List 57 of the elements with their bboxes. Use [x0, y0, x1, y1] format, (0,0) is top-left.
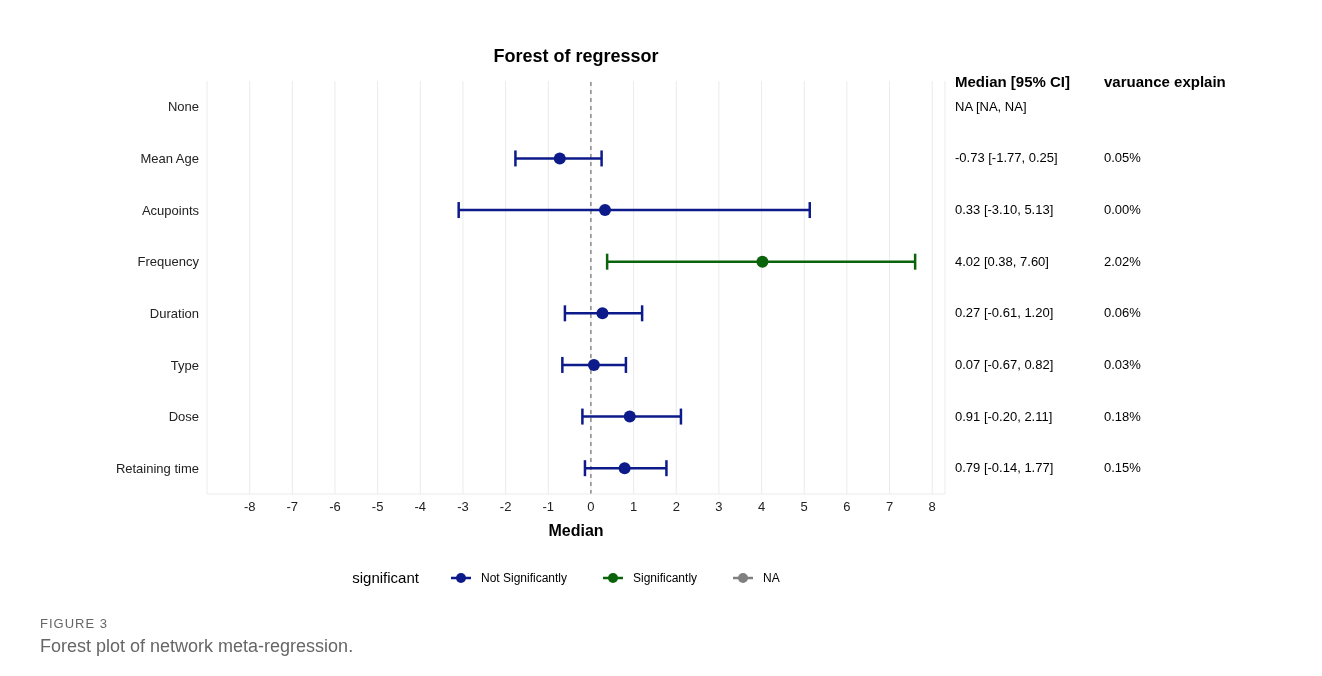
y-tick-label: Dose — [168, 409, 199, 425]
x-tick-label: 2 — [672, 499, 680, 515]
x-tick-label: -4 — [414, 499, 427, 515]
text: -0.73 [-1.77, 0.25] — [955, 150, 1058, 166]
text: Median [95% CI] — [955, 73, 1071, 90]
legend-label: NA — [762, 570, 780, 585]
text: 4.02 [0.38, 7.60] — [955, 253, 1049, 269]
point — [553, 152, 566, 165]
x-tick-label: -2 — [499, 499, 512, 515]
y-tick-label: Type — [170, 357, 199, 373]
x-tick-label: -8 — [243, 499, 256, 515]
chart-title: Forest of regressor — [492, 46, 660, 67]
x-tick-label: -1 — [542, 499, 555, 515]
text: 2.02% — [1104, 253, 1141, 269]
y-tick-label: None — [167, 99, 199, 115]
text: NA [NA, NA] — [955, 98, 1027, 114]
legend-label: Significantly — [632, 570, 698, 585]
y-tick-label: Mean Age — [140, 151, 199, 167]
text: 0.06% — [1104, 305, 1141, 321]
text: 0.15% — [1104, 460, 1141, 476]
text: Forest plot of network meta-regression. — [40, 636, 354, 657]
y-tick-label: Acupoints — [141, 202, 200, 218]
text: 0.03% — [1104, 356, 1141, 372]
x-tick-label: 6 — [843, 499, 851, 515]
point — [596, 307, 609, 320]
x-tick-label: 0 — [587, 499, 595, 515]
text: 0.18% — [1104, 408, 1141, 424]
caption: FIGURE 3 — [40, 616, 108, 631]
text: 0.00% — [1104, 202, 1141, 218]
x-tick-label: 7 — [885, 499, 894, 515]
point — [618, 462, 631, 475]
y-tick-label: Frequency — [137, 254, 200, 270]
point — [623, 410, 636, 423]
point — [756, 255, 769, 268]
x-tick-label: 3 — [715, 499, 723, 515]
y-tick-label: Retaining time — [115, 460, 199, 476]
x-tick-label: -5 — [371, 499, 384, 515]
point — [587, 358, 600, 371]
text: varuance explain — [1104, 73, 1226, 90]
legend-label: Not Significantly — [479, 570, 568, 585]
text: 0.07 [-0.67, 0.82] — [955, 356, 1054, 372]
x-tick-label: 5 — [800, 499, 808, 515]
x-axis-title: Median — [547, 522, 605, 540]
text: 0.79 [-0.14, 1.77] — [955, 460, 1054, 476]
text: 0.91 [-0.20, 2.11] — [955, 408, 1053, 424]
x-tick-label: -7 — [286, 499, 299, 515]
x-tick-label: -6 — [329, 499, 341, 515]
text: 0.33 [-3.10, 5.13] — [955, 202, 1054, 218]
point — [599, 204, 612, 217]
y-tick-label: Duration — [149, 305, 199, 321]
legend-title: significant — [352, 569, 419, 586]
x-tick-label: -3 — [457, 499, 469, 515]
x-tick-label: 1 — [629, 499, 638, 515]
text: 0.27 [-0.61, 1.20] — [955, 305, 1054, 321]
x-tick-label: 8 — [928, 499, 936, 515]
x-tick-label: 4 — [757, 499, 766, 515]
text: 0.05% — [1104, 150, 1141, 166]
